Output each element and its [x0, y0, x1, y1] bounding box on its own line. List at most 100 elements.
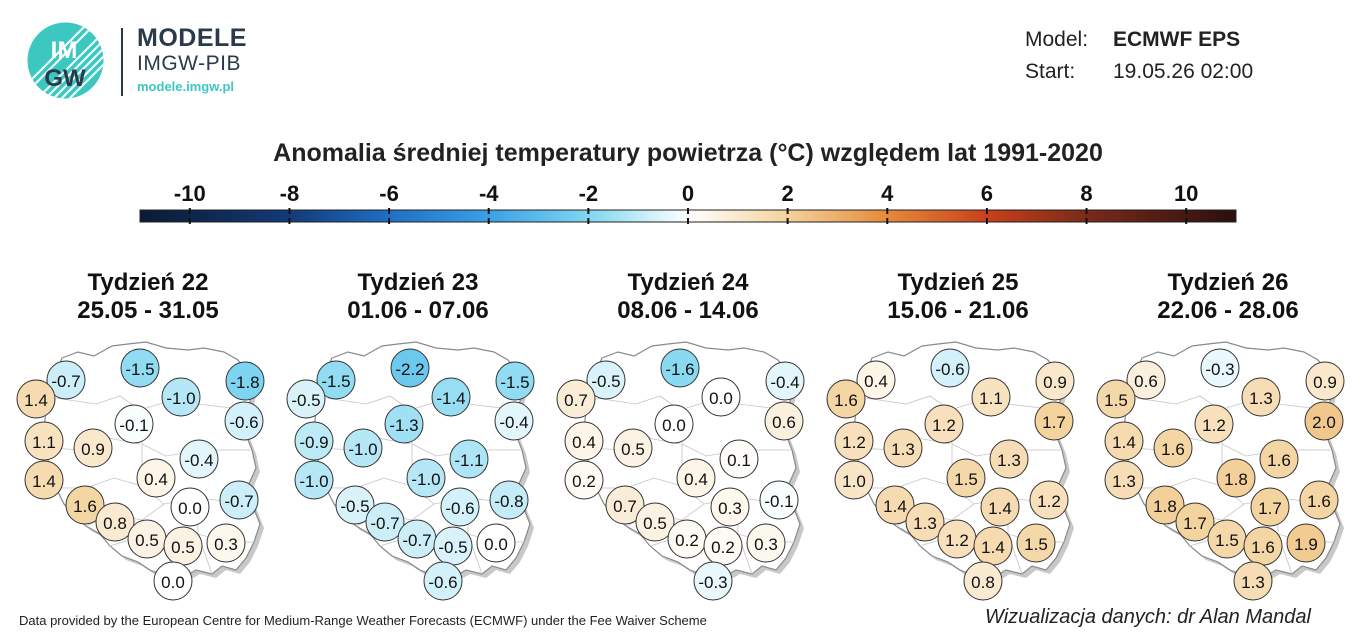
station-marker	[449, 439, 489, 479]
station-value: 0.4	[864, 372, 888, 391]
station-marker	[153, 561, 193, 601]
station-warszawa: 1.3	[989, 439, 1029, 479]
station-marker	[710, 487, 750, 527]
week-dates: 25.05 - 31.05	[77, 297, 218, 324]
station-marker	[605, 485, 645, 525]
week-title: Tydzień 25	[898, 269, 1019, 296]
station-value: -0.3	[698, 573, 727, 592]
start-value: 19.05.26 02:00	[1113, 60, 1254, 83]
region-border	[320, 477, 413, 489]
station-bialystok: 0.6	[764, 401, 804, 441]
station-poznan: 1.6	[1153, 428, 1193, 468]
station-value: 1.5	[1215, 531, 1239, 550]
region-border	[865, 395, 951, 411]
station-szczecin: 0.6	[1126, 360, 1166, 400]
logo-text-top: IM	[51, 37, 78, 64]
station-poznan: 1.3	[883, 428, 923, 468]
station-bialystok: 1.7	[1034, 401, 1074, 441]
station-warszawa: -0.4	[179, 439, 219, 479]
station-marker	[1145, 485, 1185, 525]
station-value: 1.3	[913, 514, 937, 533]
station-gorzow: 1.6	[826, 379, 866, 419]
station-value: 0.9	[1313, 373, 1337, 392]
station-opole: 1.7	[1175, 502, 1215, 542]
station-olsztyn: 1.1	[971, 377, 1011, 417]
station-marker	[495, 361, 535, 401]
station-value: -0.7	[224, 492, 253, 511]
station-value: -0.7	[402, 531, 431, 550]
week-dates: 08.06 - 14.06	[617, 297, 758, 324]
station-marker	[390, 348, 430, 388]
model-value: ECMWF EPS	[1113, 28, 1241, 51]
station-wroclaw-w: 1.0	[834, 460, 874, 500]
station-marker	[1034, 401, 1074, 441]
station-marker	[24, 421, 64, 461]
station-opole: 1.3	[905, 502, 945, 542]
station-value: 1.4	[883, 497, 907, 516]
station-bialystok: -0.4	[494, 401, 534, 441]
station-value: 0.0	[161, 573, 185, 592]
station-marker	[476, 523, 516, 563]
station-value: -1.0	[166, 389, 195, 408]
station-marker	[719, 439, 759, 479]
station-marker	[494, 401, 534, 441]
station-value: 1.6	[1307, 492, 1331, 511]
week-dates: 15.06 - 21.06	[887, 297, 1028, 324]
station-gorzow: -0.5	[286, 379, 326, 419]
station-szczecin: -0.5	[586, 360, 626, 400]
station-marker	[654, 404, 694, 444]
colorbar-tick-label: -10	[174, 181, 206, 206]
station-gdansk: -0.3	[1200, 348, 1240, 388]
station-bydgoszcz: 1.2	[1194, 404, 1234, 444]
station-wroclaw-w: 1.4	[24, 460, 64, 500]
station-marker	[16, 379, 56, 419]
station-wroclaw-w: 1.3	[1104, 460, 1144, 500]
station-value: 0.3	[214, 535, 238, 554]
station-value: 0.9	[81, 440, 105, 459]
station-value: -0.5	[291, 391, 320, 410]
station-katowice: 1.2	[937, 519, 977, 559]
week-title: Tydzień 26	[1168, 269, 1289, 296]
station-marker	[73, 428, 113, 468]
station-value: 1.6	[1251, 538, 1275, 557]
station-zielona-gora: 1.4	[1104, 421, 1144, 461]
station-marker	[1104, 460, 1144, 500]
start-label: Start:	[1025, 60, 1076, 83]
station-gorzow: 1.5	[1096, 379, 1136, 419]
week-dates: 22.06 - 28.06	[1157, 297, 1298, 324]
station-lublin: -0.1	[759, 480, 799, 520]
station-value: -0.7	[51, 372, 80, 391]
model-label: Model:	[1025, 28, 1089, 51]
station-value: 1.0	[842, 472, 866, 491]
station-wroclaw-w: 0.2	[564, 460, 604, 500]
station-olsztyn: 0.0	[701, 377, 741, 417]
station-lublin: 1.6	[1299, 480, 1339, 520]
station-value: 0.0	[484, 535, 508, 554]
station-kielce: 0.3	[710, 487, 750, 527]
station-marker	[1233, 561, 1273, 601]
station-value: 0.7	[564, 391, 588, 410]
station-marker	[660, 348, 700, 388]
station-marker	[65, 485, 105, 525]
station-marker	[1194, 404, 1234, 444]
station-wroclaw: -0.5	[335, 485, 375, 525]
station-gdansk: -1.6	[660, 348, 700, 388]
station-value: 1.3	[1249, 389, 1273, 408]
station-value: -1.6	[665, 360, 694, 379]
data-credit: Data provided by the European Centre for…	[19, 613, 707, 628]
station-poznan: 0.5	[613, 428, 653, 468]
station-wroclaw: 1.4	[875, 485, 915, 525]
station-suwalki: -1.8	[225, 361, 265, 401]
station-marker	[206, 523, 246, 563]
station-warszawa: 0.1	[719, 439, 759, 479]
station-value: 1.8	[1153, 497, 1177, 516]
station-opole: -0.7	[365, 502, 405, 542]
station-marker	[980, 487, 1020, 527]
station-marker	[1250, 487, 1290, 527]
station-bialystok: 2.0	[1304, 401, 1344, 441]
station-value: 1.5	[954, 470, 978, 489]
station-marker	[693, 561, 733, 601]
station-value: 0.8	[103, 514, 127, 533]
station-marker	[114, 404, 154, 444]
station-value: -1.1	[454, 451, 483, 470]
